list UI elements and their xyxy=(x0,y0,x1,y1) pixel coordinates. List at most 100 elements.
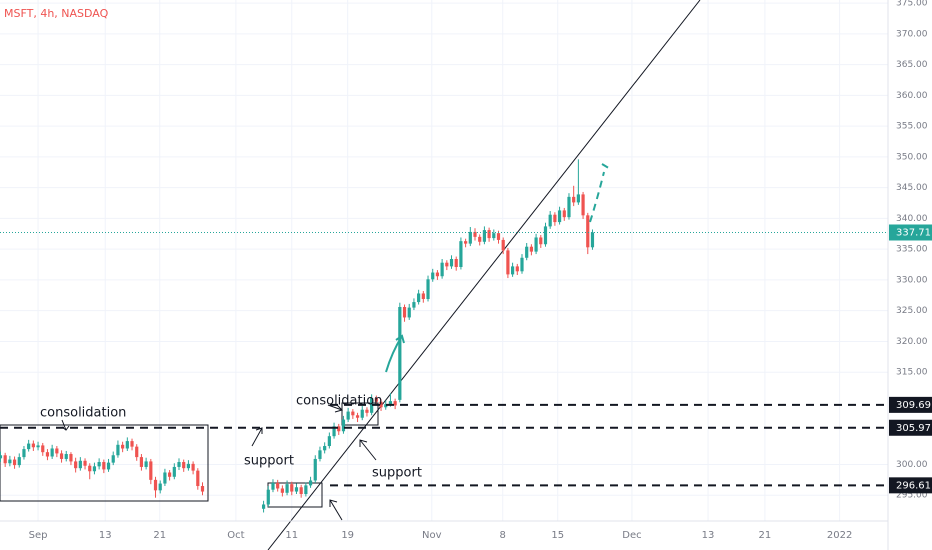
candle-body xyxy=(12,459,17,466)
y-tick-label: 375.00 xyxy=(896,0,928,9)
level-label: 296.61 xyxy=(896,480,931,491)
arrow xyxy=(329,499,343,521)
candle-body xyxy=(539,237,543,245)
candle-body xyxy=(374,398,378,402)
grid xyxy=(0,0,888,521)
candle-body xyxy=(88,465,92,472)
candle-body xyxy=(294,487,299,492)
candle-body xyxy=(421,293,425,299)
x-tick-label: Sep xyxy=(29,530,48,541)
candle-body xyxy=(412,302,416,308)
candle-body xyxy=(153,479,158,491)
x-tick-label: 11 xyxy=(285,530,298,541)
candle-body xyxy=(299,487,303,495)
candle-body xyxy=(473,231,477,237)
y-tick-label: 355.00 xyxy=(896,122,928,132)
candle-body xyxy=(135,446,139,458)
candle-body xyxy=(529,246,533,252)
candle-body xyxy=(402,306,407,318)
candle-body xyxy=(261,504,266,509)
candle-body xyxy=(177,462,181,467)
y-tick-label: 335.00 xyxy=(896,245,928,255)
candle-body xyxy=(64,454,68,459)
x-tick-label: 15 xyxy=(551,530,564,541)
y-tick-label: 300.00 xyxy=(896,460,928,470)
candle-body xyxy=(431,272,435,280)
x-tick-label: 2022 xyxy=(827,530,852,541)
candle-body xyxy=(590,232,595,248)
candle-body xyxy=(290,484,294,492)
candle-body xyxy=(191,463,195,471)
candle-body xyxy=(182,462,186,469)
candle-body xyxy=(379,401,383,408)
level-label-box xyxy=(889,396,932,413)
candle-body xyxy=(280,488,284,493)
candle-body xyxy=(8,459,12,464)
y-tick-label: 315.00 xyxy=(896,368,928,378)
candle-body xyxy=(417,293,421,303)
candle-body xyxy=(59,453,64,459)
candle-body xyxy=(74,461,78,469)
candle-body xyxy=(346,411,350,420)
candle-body xyxy=(586,215,590,248)
y-tick-label: 345.00 xyxy=(896,183,928,193)
candle-body xyxy=(17,457,21,466)
candle-body xyxy=(158,483,162,491)
candle-body xyxy=(478,236,482,242)
candle-body xyxy=(92,466,97,472)
candle-body xyxy=(271,482,275,490)
candle-body xyxy=(543,226,548,245)
candle-body xyxy=(407,307,411,318)
candle-body xyxy=(384,404,388,408)
candle-body xyxy=(567,196,571,218)
candle-body xyxy=(572,196,576,203)
x-tick-label: 19 xyxy=(341,530,354,541)
candle-body xyxy=(318,450,322,459)
candle-body xyxy=(510,266,515,275)
consolidation-box xyxy=(341,402,379,426)
consolidation-box xyxy=(0,424,209,502)
candle-body xyxy=(121,444,125,449)
candle-body xyxy=(172,466,176,477)
candle-body xyxy=(130,441,134,447)
candle-body xyxy=(482,230,487,242)
candle-body xyxy=(337,426,341,432)
candle-body xyxy=(266,489,270,505)
candle-body xyxy=(111,455,115,463)
x-tick-label: 21 xyxy=(759,530,772,541)
candle-body xyxy=(360,409,364,418)
level-label: 305.97 xyxy=(896,423,931,434)
candle-body xyxy=(196,470,200,487)
candle-body xyxy=(36,445,40,448)
candle-body xyxy=(557,210,562,223)
candle-body xyxy=(341,419,346,432)
axes: 295.00 300.00 315.00 320.00 325.00 330.00 335.… xyxy=(29,0,932,541)
candle-body xyxy=(515,266,519,272)
candle-body xyxy=(468,231,472,244)
last-price-box xyxy=(889,224,932,241)
candle-body xyxy=(576,194,580,203)
candle-body xyxy=(426,279,430,299)
y-tick-label: 360.00 xyxy=(896,91,928,101)
candle-body xyxy=(125,441,129,449)
candle-body xyxy=(459,241,463,268)
candle-body xyxy=(351,411,355,416)
candle-body xyxy=(525,246,529,258)
arrow xyxy=(359,439,377,461)
candle-body xyxy=(168,472,172,477)
candle-body xyxy=(435,272,440,277)
candle-body xyxy=(388,401,393,405)
candle-body xyxy=(520,257,524,272)
candle-body xyxy=(45,452,50,457)
annotation: support xyxy=(372,466,422,481)
candle-body xyxy=(41,445,45,453)
candle-body xyxy=(27,443,31,450)
last-price-label: 337.71 xyxy=(896,227,931,238)
x-tick-label: Nov xyxy=(422,530,442,541)
candle-body xyxy=(548,214,552,227)
price-axis xyxy=(888,0,932,550)
candle-body xyxy=(398,306,402,400)
candle-body xyxy=(285,484,289,493)
x-tick-label: 8 xyxy=(500,530,506,541)
candle-body xyxy=(313,458,317,481)
